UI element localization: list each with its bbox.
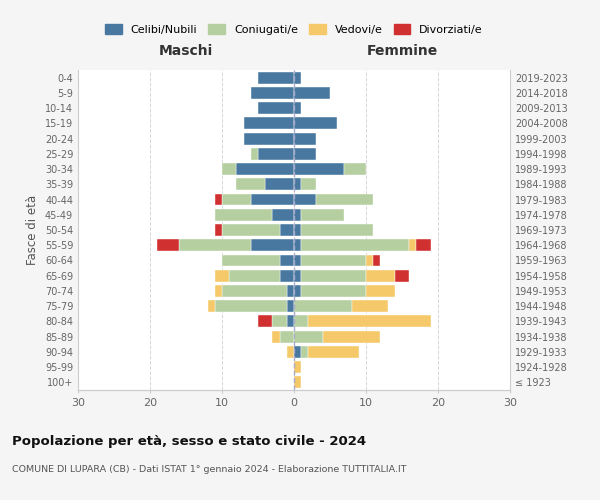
Bar — [409, 240, 416, 251]
Bar — [344, 163, 366, 175]
Bar — [280, 224, 294, 236]
Text: Popolazione per età, sesso e stato civile - 2024: Popolazione per età, sesso e stato civil… — [12, 435, 366, 448]
Bar — [294, 270, 301, 281]
Bar — [323, 330, 380, 342]
Bar — [294, 376, 301, 388]
Bar — [301, 240, 409, 251]
Bar — [395, 270, 409, 281]
Bar — [222, 254, 280, 266]
Bar — [222, 163, 236, 175]
Bar — [222, 194, 251, 205]
Bar — [308, 346, 359, 358]
Bar — [287, 316, 294, 328]
Bar — [287, 285, 294, 297]
Bar — [222, 224, 280, 236]
Bar — [222, 285, 287, 297]
Bar — [294, 240, 301, 251]
Bar — [294, 118, 337, 130]
Bar — [294, 72, 301, 84]
Bar — [294, 132, 316, 144]
Bar — [215, 270, 229, 281]
Bar — [301, 209, 344, 220]
Bar — [294, 254, 301, 266]
Text: COMUNE DI LUPARA (CB) - Dati ISTAT 1° gennaio 2024 - Elaborazione TUTTITALIA.IT: COMUNE DI LUPARA (CB) - Dati ISTAT 1° ge… — [12, 465, 407, 474]
Bar — [215, 209, 272, 220]
Bar — [316, 194, 373, 205]
Bar — [301, 346, 308, 358]
Bar — [258, 102, 294, 114]
Bar — [294, 194, 316, 205]
Bar — [294, 102, 301, 114]
Bar — [251, 194, 294, 205]
Bar — [280, 254, 294, 266]
Bar — [236, 163, 294, 175]
Bar — [352, 300, 388, 312]
Bar — [157, 240, 179, 251]
Bar — [301, 178, 316, 190]
Bar — [215, 300, 287, 312]
Bar — [287, 346, 294, 358]
Bar — [294, 163, 344, 175]
Bar — [287, 300, 294, 312]
Bar — [294, 209, 301, 220]
Bar — [301, 254, 366, 266]
Y-axis label: Fasce di età: Fasce di età — [26, 195, 39, 265]
Bar — [280, 270, 294, 281]
Bar — [294, 346, 301, 358]
Bar — [366, 270, 395, 281]
Bar — [416, 240, 431, 251]
Bar — [366, 254, 373, 266]
Bar — [301, 270, 366, 281]
Bar — [236, 178, 265, 190]
Bar — [294, 316, 308, 328]
Bar — [215, 285, 222, 297]
Bar — [294, 87, 330, 99]
Bar — [294, 148, 316, 160]
Bar — [294, 224, 301, 236]
Bar — [366, 285, 395, 297]
Bar — [294, 361, 301, 373]
Bar — [258, 148, 294, 160]
Legend: Celibi/Nubili, Coniugati/e, Vedovi/e, Divorziati/e: Celibi/Nubili, Coniugati/e, Vedovi/e, Di… — [101, 20, 487, 39]
Bar — [244, 132, 294, 144]
Bar — [272, 316, 287, 328]
Bar — [301, 285, 366, 297]
Bar — [244, 118, 294, 130]
Bar — [251, 87, 294, 99]
Bar — [251, 148, 258, 160]
Bar — [294, 300, 352, 312]
Text: Femmine: Femmine — [367, 44, 437, 58]
Bar — [294, 285, 301, 297]
Bar — [301, 224, 373, 236]
Bar — [258, 316, 272, 328]
Bar — [272, 209, 294, 220]
Text: Maschi: Maschi — [159, 44, 213, 58]
Bar — [272, 330, 280, 342]
Bar — [251, 240, 294, 251]
Bar — [265, 178, 294, 190]
Bar — [215, 224, 222, 236]
Bar — [373, 254, 380, 266]
Bar — [280, 330, 294, 342]
Bar — [308, 316, 431, 328]
Bar — [294, 178, 301, 190]
Bar — [208, 300, 215, 312]
Bar — [215, 194, 222, 205]
Bar — [258, 72, 294, 84]
Bar — [294, 330, 323, 342]
Bar — [179, 240, 251, 251]
Bar — [229, 270, 280, 281]
